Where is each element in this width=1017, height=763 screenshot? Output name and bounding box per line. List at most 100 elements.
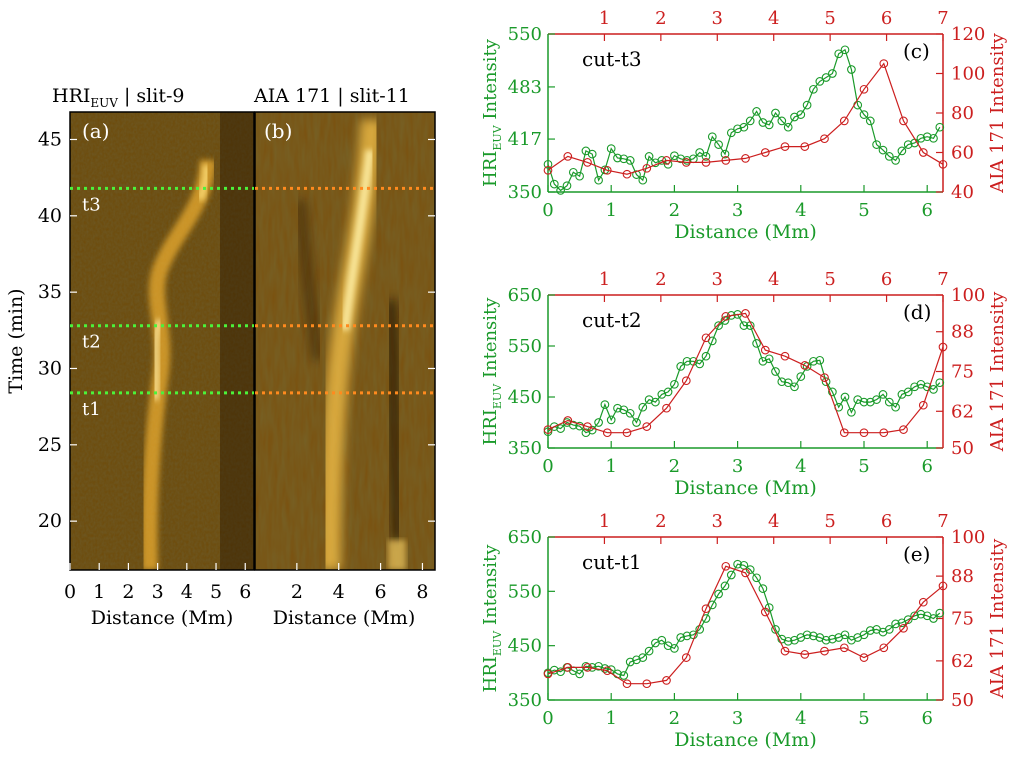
data-point-hri xyxy=(581,661,591,671)
x2-tick-label: 1 xyxy=(599,511,610,532)
data-point-aia xyxy=(583,158,592,167)
data-point-hri xyxy=(676,633,686,642)
x-axis-label: Distance (Mm) xyxy=(674,477,816,499)
data-point-hri xyxy=(625,408,635,418)
data-point-hri xyxy=(796,110,806,119)
data-point-aia xyxy=(899,623,908,633)
data-point-aia xyxy=(721,561,731,571)
x-axis-label: Distance (Mm) xyxy=(674,729,816,751)
y2-tick-label: 100 xyxy=(951,285,985,306)
x2-tick-label: 3 xyxy=(712,8,723,29)
y-tick-label: 550 xyxy=(508,581,542,602)
data-point-hri xyxy=(828,69,837,78)
data-point-hri xyxy=(834,49,844,59)
y2-tick-label: 62 xyxy=(951,651,974,672)
data-point-hri xyxy=(556,667,565,677)
series-line-hri xyxy=(547,563,941,677)
data-point-hri xyxy=(809,631,818,641)
data-point-hri xyxy=(910,611,919,621)
data-point-aia xyxy=(602,428,612,438)
data-point-aia xyxy=(820,373,829,382)
panel-tag: (d) xyxy=(903,300,931,324)
data-point-hri xyxy=(594,418,603,427)
panel-tag: (c) xyxy=(903,39,930,63)
right-plots: 0 1 2 3 4 5 61 2 3 4 5 6 7350417483550406080100120Di… xyxy=(480,8,1008,751)
y2-tick-label: 60 xyxy=(951,143,974,164)
data-point-aia xyxy=(543,165,553,175)
series-line-hri xyxy=(547,313,941,434)
data-point-aia xyxy=(741,154,750,163)
data-point-hri xyxy=(847,65,856,74)
data-point-hri xyxy=(625,657,635,667)
data-point-hri xyxy=(695,359,705,369)
left-ylabel: Time (min) xyxy=(5,288,27,393)
data-point-aia xyxy=(681,376,691,386)
data-point-aia xyxy=(563,152,573,161)
data-point-aia xyxy=(760,148,770,157)
data-point-hri xyxy=(891,156,900,165)
data-point-hri xyxy=(764,120,774,130)
y-tick-label: 550 xyxy=(508,336,542,357)
data-point-hri xyxy=(802,630,812,640)
x-tick-label: 4 xyxy=(795,200,806,221)
x2-tick-label: 7 xyxy=(937,511,948,532)
data-point-aia xyxy=(622,169,632,179)
series-line-aia xyxy=(547,312,944,434)
data-point-aia xyxy=(938,581,948,591)
data-point-hri xyxy=(701,351,711,361)
line-plot-d: 0 1 2 3 4 5 6 1 2 3 4 5 6 7 350 450 550 650 50 62 75 88 100 Dis… xyxy=(480,269,1008,499)
data-point-aia xyxy=(760,607,770,617)
data-point-aia xyxy=(602,666,612,676)
data-point-aia xyxy=(681,158,691,167)
data-point-hri xyxy=(644,646,654,656)
data-point-aia xyxy=(918,148,928,157)
data-point-hri xyxy=(695,148,705,157)
data-point-hri xyxy=(606,415,616,425)
data-point-aia xyxy=(622,679,632,689)
data-point-hri xyxy=(815,355,825,365)
data-point-hri xyxy=(840,45,850,55)
data-point-aia xyxy=(820,134,829,144)
data-point-aia xyxy=(622,428,632,438)
x-tick-label: 4 xyxy=(795,456,806,477)
x-tick-label: 5 xyxy=(858,456,869,477)
data-point-hri xyxy=(726,570,736,580)
data-point-hri xyxy=(644,152,654,161)
x2-tick-label: 1 xyxy=(599,269,610,290)
data-point-hri xyxy=(859,397,869,407)
left-ytick-label: 40 xyxy=(38,205,62,227)
data-point-aia xyxy=(741,568,750,578)
data-point-hri xyxy=(859,630,869,640)
x2-tick-label: 4 xyxy=(768,269,779,290)
x-tick-label: 2 xyxy=(669,456,680,477)
data-point-aia xyxy=(701,333,711,343)
data-point-aia xyxy=(642,422,652,431)
y-axis-label: HRIEUV Intensity xyxy=(480,38,504,187)
data-point-hri xyxy=(613,403,622,413)
data-point-hri xyxy=(777,116,787,126)
panel-a-xtick-label: 0 xyxy=(64,581,76,603)
x2-tick-label: 3 xyxy=(712,269,723,290)
data-point-hri xyxy=(543,159,553,169)
data-point-aia xyxy=(701,158,711,167)
data-point-aia xyxy=(938,342,948,352)
data-point-aia xyxy=(662,403,671,413)
x-tick-label: 0 xyxy=(542,456,553,477)
data-point-hri xyxy=(783,122,793,132)
y2-tick-label: 120 xyxy=(951,24,985,45)
data-point-hri xyxy=(758,584,768,593)
y2-tick-label: 88 xyxy=(951,566,974,587)
y2-axis-label: AIA 171 Intensity xyxy=(987,291,1008,452)
data-point-aia xyxy=(859,428,869,438)
data-point-hri xyxy=(878,390,888,399)
x2-tick-label: 4 xyxy=(768,8,779,29)
panel-a-xtick-label: 3 xyxy=(152,581,164,603)
data-point-hri xyxy=(720,149,730,159)
panel-b-xlabel: Distance (Mm) xyxy=(273,607,415,629)
data-point-aia xyxy=(918,400,928,410)
x-tick-label: 1 xyxy=(605,200,616,221)
data-point-hri xyxy=(771,367,780,376)
data-point-aia xyxy=(563,663,573,672)
data-point-aia xyxy=(583,663,592,672)
panel-b-xtick-label: 4 xyxy=(333,581,345,603)
